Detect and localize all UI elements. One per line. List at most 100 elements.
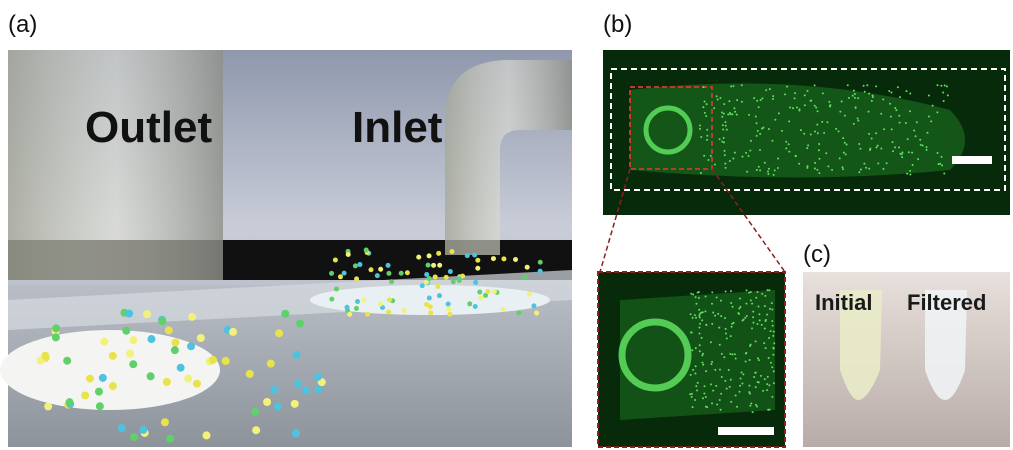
speck: [735, 394, 737, 396]
particle: [177, 364, 185, 372]
particle: [302, 387, 310, 395]
speck: [807, 144, 809, 146]
speck: [846, 143, 848, 145]
speck: [728, 100, 730, 102]
speck: [814, 130, 816, 132]
particle: [274, 403, 282, 411]
speck: [713, 107, 715, 109]
speck: [720, 315, 722, 317]
speck: [825, 152, 827, 154]
speck: [940, 85, 942, 87]
speck: [726, 129, 728, 131]
speck: [947, 94, 949, 96]
particle: [436, 251, 441, 256]
particle: [222, 357, 230, 365]
speck: [844, 115, 846, 117]
speck: [710, 155, 712, 157]
speck: [774, 169, 776, 171]
speck: [866, 84, 868, 86]
particle: [513, 257, 518, 262]
speck: [852, 95, 854, 97]
speck: [938, 163, 940, 165]
speck: [865, 167, 867, 169]
speck: [889, 103, 891, 105]
speck: [882, 98, 884, 100]
speck: [695, 303, 697, 305]
particle: [353, 263, 358, 268]
speck: [807, 165, 809, 167]
speck: [706, 135, 708, 137]
speck: [908, 151, 910, 153]
speck: [814, 162, 816, 164]
speck: [913, 129, 915, 131]
particle: [437, 293, 442, 298]
speck: [771, 302, 773, 304]
speck: [906, 173, 908, 175]
particle: [427, 296, 432, 301]
speck: [926, 132, 928, 134]
speck: [864, 91, 866, 93]
speck: [767, 170, 769, 172]
speck: [705, 406, 707, 408]
speck: [734, 152, 736, 154]
speck: [818, 172, 820, 174]
speck: [771, 309, 773, 311]
particle: [99, 374, 107, 382]
speck: [710, 341, 712, 343]
speck: [848, 97, 850, 99]
speck: [714, 369, 716, 371]
speck: [794, 92, 796, 94]
speck: [746, 171, 748, 173]
speck: [857, 117, 859, 119]
speck: [742, 156, 744, 158]
particle: [365, 312, 370, 317]
speck: [768, 337, 770, 339]
speck: [757, 381, 759, 383]
particle: [161, 418, 169, 426]
speck: [911, 152, 913, 154]
particle: [525, 265, 530, 270]
speck: [759, 319, 761, 321]
speck: [767, 173, 769, 175]
particle: [437, 263, 442, 268]
speck: [909, 170, 911, 172]
particle: [342, 271, 347, 276]
speck: [769, 409, 771, 411]
speck: [758, 313, 760, 315]
particle: [209, 356, 217, 364]
speck: [726, 338, 728, 340]
speck: [847, 84, 849, 86]
speck: [804, 104, 806, 106]
speck: [752, 411, 754, 413]
speck: [724, 121, 726, 123]
speck: [701, 337, 703, 339]
speck: [692, 317, 694, 319]
speck: [706, 103, 708, 105]
particle: [125, 310, 133, 318]
speck: [695, 347, 697, 349]
speck: [699, 344, 701, 346]
speck: [857, 97, 859, 99]
particle: [292, 429, 300, 437]
speck: [890, 116, 892, 118]
speck: [844, 142, 846, 144]
speck: [692, 406, 694, 408]
speck: [721, 111, 723, 113]
speck: [748, 385, 750, 387]
speck: [821, 121, 823, 123]
particle: [431, 263, 436, 268]
speck: [901, 156, 903, 158]
speck: [719, 399, 721, 401]
panel-label: (b): [603, 11, 632, 38]
speck: [826, 121, 828, 123]
particle: [475, 266, 480, 271]
speck: [706, 139, 708, 141]
speck: [770, 330, 772, 332]
speck: [719, 344, 721, 346]
speck: [880, 148, 882, 150]
speck: [905, 122, 907, 124]
speck: [868, 93, 870, 95]
particle: [66, 398, 74, 406]
speck: [789, 107, 791, 109]
speck: [704, 112, 706, 114]
